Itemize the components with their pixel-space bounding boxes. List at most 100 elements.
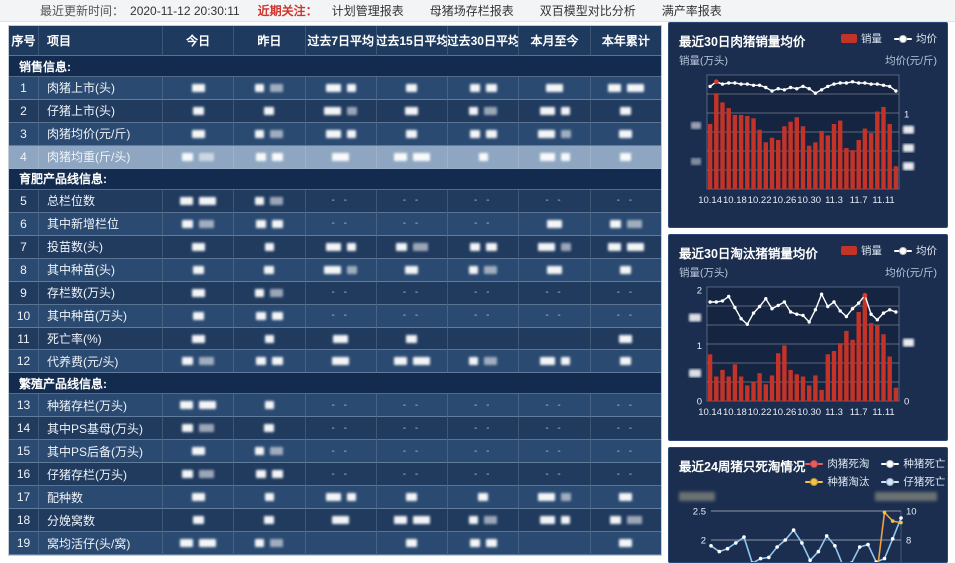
redacted-value — [163, 447, 233, 456]
redacted-value — [234, 424, 304, 433]
redacted-block — [264, 242, 274, 251]
data-cell — [448, 235, 520, 259]
no-data-dash: - - — [545, 310, 564, 322]
data-cell — [590, 328, 661, 351]
table-row-9[interactable]: 9 存栏数(万头) - - - - - - - - - - — [9, 281, 661, 305]
table-row-5[interactable]: 5 总栏位数 - - - - - - - - - - — [9, 189, 661, 213]
table-row-3[interactable]: 3 肉猪均价(元/斤) — [9, 122, 661, 146]
redacted-value — [448, 129, 518, 138]
chart-header: 最近30日淘汰猪销量均价 销量 均价 — [669, 235, 947, 262]
row-number: 16 — [9, 463, 39, 487]
data-cell: - - — [305, 440, 377, 464]
table-row-19[interactable]: 19 窝均活仔(头/窝) — [9, 532, 661, 556]
table-row-2[interactable]: 2 仔猪上市(头) — [9, 99, 661, 123]
redacted-block — [191, 129, 205, 138]
redacted-block — [192, 106, 204, 115]
row-number: 13 — [9, 394, 39, 418]
data-cell — [376, 99, 449, 123]
redacted-block — [539, 357, 555, 366]
redacted-value — [591, 265, 661, 274]
data-cell — [305, 258, 377, 282]
table-row-17[interactable]: 17 配种数 — [9, 486, 661, 510]
redacted-block — [264, 106, 275, 115]
redacted-block — [539, 106, 555, 115]
redacted-block — [264, 401, 274, 410]
update-time-label: 最近更新时间： — [40, 4, 125, 18]
legend-item-3[interactable]: 仔猪死亡 — [881, 474, 945, 489]
table-row-13[interactable]: 13 种猪存栏(万头) - - - - - - - - - - — [9, 394, 661, 418]
redacted-block — [347, 106, 358, 115]
legend-item-1[interactable]: 种猪死亡 — [881, 456, 945, 471]
data-cell — [519, 350, 591, 374]
data-cell — [590, 100, 661, 123]
data-cell — [448, 350, 520, 374]
data-cell — [163, 394, 235, 418]
row-label: 其中PS后备(万头) — [39, 440, 163, 464]
menu-item-3[interactable]: 满产率报表 — [661, 4, 722, 18]
no-data-dash: - - — [545, 422, 564, 434]
row-label: 分娩窝数 — [39, 509, 163, 533]
data-cell — [234, 281, 306, 305]
menu-item-2[interactable]: 双百模型对比分析 — [539, 4, 636, 18]
no-data-dash: - - — [545, 445, 564, 457]
table-row-12[interactable]: 12 代养费(元/头) — [9, 350, 661, 374]
svg-text:2: 2 — [697, 285, 702, 296]
legend-item-avg-price[interactable]: 均价 — [894, 31, 937, 46]
data-cell: - - — [305, 281, 377, 305]
redacted-block — [199, 357, 215, 366]
table-row-4[interactable]: 4 肉猪均重(斤/头) — [9, 145, 661, 169]
row-number: 5 — [9, 189, 39, 213]
redacted-value — [163, 539, 233, 548]
line-legend-icon — [805, 459, 824, 468]
chart-title: 最近24周猪只死淘情况 — [679, 460, 806, 474]
no-data-dash: - - — [331, 468, 350, 480]
no-data-dash: - - — [616, 422, 636, 434]
y-right-label-redacted — [875, 492, 937, 501]
redacted-value — [519, 516, 589, 525]
redacted-value — [448, 516, 518, 525]
bar-legend-icon — [841, 246, 857, 255]
no-data-dash: - - — [331, 399, 350, 411]
table-row-7[interactable]: 7 投苗数(头) — [9, 235, 661, 259]
legend-item-sales[interactable]: 销量 — [841, 243, 882, 258]
table-row-14[interactable]: 14 其中PS基母(万头) - - - - - - - - - - — [9, 417, 661, 441]
redacted-value — [448, 242, 518, 251]
table-row-16[interactable]: 16 仔猪存栏(万头) - - - - - - - - - - — [9, 463, 661, 487]
redacted-block — [324, 106, 342, 115]
svg-text:11.3: 11.3 — [825, 195, 843, 206]
redacted-value — [519, 357, 589, 366]
redacted-block — [180, 401, 194, 410]
death-cull-24w-canvas: 2.521.51086 — [693, 507, 917, 562]
menu-item-1[interactable]: 母猪场存栏报表 — [429, 4, 514, 18]
redacted-block — [324, 265, 342, 274]
data-cell — [234, 463, 306, 487]
table-row-8[interactable]: 8 其中种苗(头) — [9, 258, 661, 282]
legend-item-2[interactable]: 种猪淘汰 — [805, 474, 869, 489]
redacted-value — [306, 152, 376, 161]
table-row-15[interactable]: 15 其中PS后备(万头) - - - - - - - - - - — [9, 440, 661, 464]
table-row-11[interactable]: 11 死亡率(%) — [9, 327, 661, 351]
legend-item-avg-price[interactable]: 均价 — [894, 243, 937, 258]
redacted-block — [469, 242, 480, 251]
legend-item-0[interactable]: 肉猪死淘 — [805, 456, 869, 471]
table-row-10[interactable]: 10 其中种苗(万头) - - - - - - - - - - — [9, 304, 661, 328]
redacted-value — [234, 129, 304, 138]
table-row-6[interactable]: 6 其中新增栏位 - - - - - - — [9, 212, 661, 236]
data-cell: - - — [305, 189, 377, 213]
table-row-1[interactable]: 1 肉猪上市(头) — [9, 77, 661, 100]
data-cell — [305, 235, 377, 259]
menu-item-0[interactable]: 计划管理报表 — [331, 4, 404, 18]
redacted-block — [412, 152, 430, 161]
no-data-dash: - - — [402, 195, 422, 207]
table-row-18[interactable]: 18 分娩窝数 — [9, 509, 661, 533]
legend-item-sales[interactable]: 销量 — [841, 31, 882, 46]
redacted-value — [591, 219, 661, 228]
redacted-value — [234, 106, 304, 115]
redacted-block — [264, 516, 275, 525]
redacted-block — [538, 242, 556, 251]
row-number: 19 — [9, 532, 39, 556]
redacted-value — [234, 334, 304, 343]
redacted-value — [377, 152, 447, 161]
redacted-block — [199, 401, 217, 410]
data-cell: - - — [519, 463, 591, 487]
